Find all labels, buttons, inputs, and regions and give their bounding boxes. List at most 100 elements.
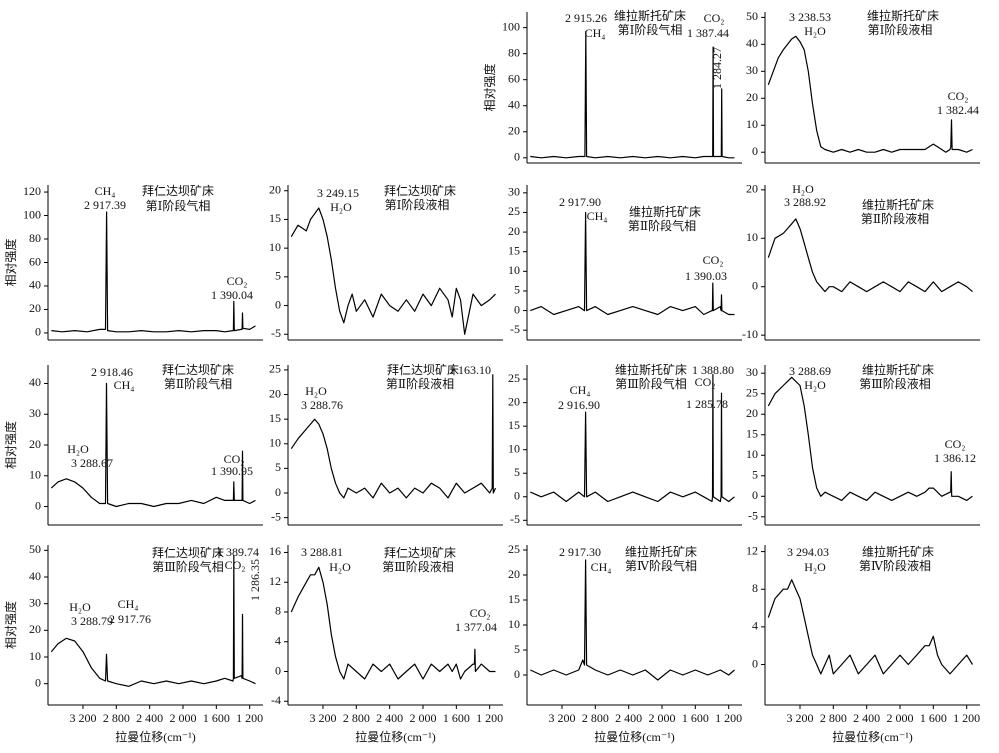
panel-subtitle: 第Ⅱ阶段液相 bbox=[386, 376, 454, 391]
spectrum bbox=[290, 374, 497, 499]
panel-subtitle: 第Ⅲ阶段气相 bbox=[615, 376, 687, 391]
panel-title: 拜仁达坝矿床 bbox=[384, 546, 456, 560]
y-tick-label: 30 bbox=[29, 406, 41, 420]
y-tick-label: -5 bbox=[271, 326, 281, 340]
panel-subtitle: 第Ⅱ阶段液相 bbox=[861, 211, 929, 226]
y-tick-label: 25 bbox=[269, 362, 281, 376]
panel-subtitle: 第Ⅲ阶段液相 bbox=[859, 376, 931, 391]
peak-label: CO₂ bbox=[703, 253, 724, 267]
y-tick-label: 50 bbox=[746, 9, 758, 23]
peak-label: 1 284.27 bbox=[710, 47, 724, 89]
x-tick-label: 2 000 bbox=[410, 711, 437, 725]
panel-title: 维拉斯托矿床 bbox=[867, 8, 939, 23]
y-tick-label: 10 bbox=[29, 468, 41, 482]
x-tick-label: 3 200 bbox=[70, 711, 97, 725]
peak-label: 1 390.03 bbox=[685, 269, 727, 283]
x-tick-label: 1 200 bbox=[953, 711, 980, 725]
x-tick-label: 3 200 bbox=[549, 711, 576, 725]
x-tick-label: 2 400 bbox=[615, 711, 642, 725]
x-axis-label: 拉曼位移(cm⁻¹) bbox=[832, 729, 913, 744]
peak-label: CH₄ bbox=[118, 597, 139, 611]
y-tick-label: 5 bbox=[514, 283, 520, 297]
peak-label: 2 918.46 bbox=[91, 365, 133, 379]
y-tick-label: 5 bbox=[514, 642, 520, 656]
peak-label: 3 288.79 bbox=[71, 614, 113, 628]
peak-label: CH₄ bbox=[587, 209, 608, 223]
spectrum bbox=[530, 30, 735, 159]
y-tick-label: 15 bbox=[508, 418, 520, 432]
y-tick-label: 25 bbox=[508, 371, 520, 385]
x-tick-label: 1 600 bbox=[682, 711, 709, 725]
y-tick-label: 4 bbox=[752, 619, 758, 633]
y-tick-label: 0 bbox=[752, 278, 758, 292]
y-tick-label: 20 bbox=[29, 437, 41, 451]
peak-label: 2 915.26 bbox=[565, 11, 607, 25]
y-tick-label: 16 bbox=[269, 544, 281, 558]
panel-title: 维拉斯托矿床 bbox=[625, 544, 697, 559]
peak-label: 1 389.74 bbox=[217, 545, 259, 559]
peak-label: 3 294.03 bbox=[787, 545, 829, 559]
y-tick-label: 0 bbox=[752, 144, 758, 158]
panel-title: 拜仁达坝矿床 bbox=[162, 363, 234, 377]
y-tick-label: 15 bbox=[508, 243, 520, 257]
x-axis-label: 拉曼位移(cm⁻¹) bbox=[115, 729, 196, 744]
y-tick-label: 10 bbox=[269, 240, 281, 254]
spectrum bbox=[767, 35, 973, 153]
peak-label: 2 917.39 bbox=[84, 198, 126, 212]
y-tick-label: 40 bbox=[746, 36, 758, 50]
panel-subtitle: 第Ⅰ阶段液相 bbox=[868, 22, 933, 37]
spectrum bbox=[767, 579, 974, 675]
y-tick-label: 0 bbox=[275, 663, 281, 677]
x-tick-label: 2 400 bbox=[136, 711, 163, 725]
y-tick-label: 30 bbox=[746, 63, 758, 77]
peak-label: CH₄ bbox=[570, 383, 591, 397]
peak-label: H₂O bbox=[305, 384, 327, 398]
peak-label: 3 249.15 bbox=[317, 186, 359, 200]
peak-label: 1 387.44 bbox=[687, 26, 729, 40]
y-tick-label: 25 bbox=[508, 204, 520, 218]
y-tick-label: 40 bbox=[29, 375, 41, 389]
y-tick-label: 0 bbox=[275, 485, 281, 499]
y-tick-label: 15 bbox=[269, 411, 281, 425]
y-tick-label: 30 bbox=[508, 185, 520, 199]
y-tick-label: 20 bbox=[29, 301, 41, 315]
y-tick-label: 20 bbox=[269, 182, 281, 196]
y-tick-label: 20 bbox=[746, 406, 758, 420]
x-tick-label: 2 000 bbox=[649, 711, 676, 725]
panel-subtitle: 第Ⅰ阶段液相 bbox=[385, 197, 450, 212]
x-tick-label: 2 800 bbox=[343, 711, 370, 725]
y-tick-label: 25 bbox=[508, 542, 520, 556]
peak-label: 2 917.30 bbox=[559, 545, 601, 559]
y-tick-label: 5 bbox=[752, 468, 758, 482]
peak-label: CH₄ bbox=[585, 26, 606, 40]
y-tick-label: 10 bbox=[746, 117, 758, 131]
y-tick-label: -10 bbox=[742, 327, 758, 341]
peak-label: 2 917.90 bbox=[559, 195, 601, 209]
peak-label: 1 388.80 bbox=[692, 363, 734, 377]
peak-label: CO₂ bbox=[227, 274, 248, 288]
y-tick-label: 0 bbox=[752, 656, 758, 670]
x-axis-label: 拉曼位移(cm⁻¹) bbox=[355, 729, 436, 744]
panel-title: 维拉斯托矿床 bbox=[614, 8, 686, 23]
peak-label: 1 382.44 bbox=[937, 103, 979, 117]
spectrum bbox=[50, 555, 256, 687]
peak-label: H₂O bbox=[804, 24, 826, 38]
y-tick-label: 5 bbox=[275, 269, 281, 283]
panel-subtitle: 第Ⅲ阶段气相 bbox=[152, 559, 224, 574]
y-tick-label: 8 bbox=[275, 604, 281, 618]
y-tick-label: 12 bbox=[746, 543, 758, 557]
peak-label: 1 390.95 bbox=[211, 464, 253, 478]
panel-title: 拜仁达坝矿床 bbox=[387, 363, 459, 377]
y-tick-label: -5 bbox=[748, 509, 758, 523]
y-axis-label: 相对强度 bbox=[482, 63, 497, 111]
x-tick-label: 2 000 bbox=[170, 711, 197, 725]
peak-label: 3 288.76 bbox=[301, 398, 343, 412]
spectrum bbox=[530, 559, 735, 681]
peak-label: H₂O bbox=[330, 200, 352, 214]
x-tick-label: 2 800 bbox=[103, 711, 130, 725]
y-tick-label: 20 bbox=[508, 567, 520, 581]
peak-label: 1 386.12 bbox=[934, 451, 976, 465]
y-tick-label: 0 bbox=[514, 150, 520, 164]
panel-title: 拜仁达坝矿床 bbox=[384, 184, 456, 198]
y-tick-label: 10 bbox=[746, 447, 758, 461]
